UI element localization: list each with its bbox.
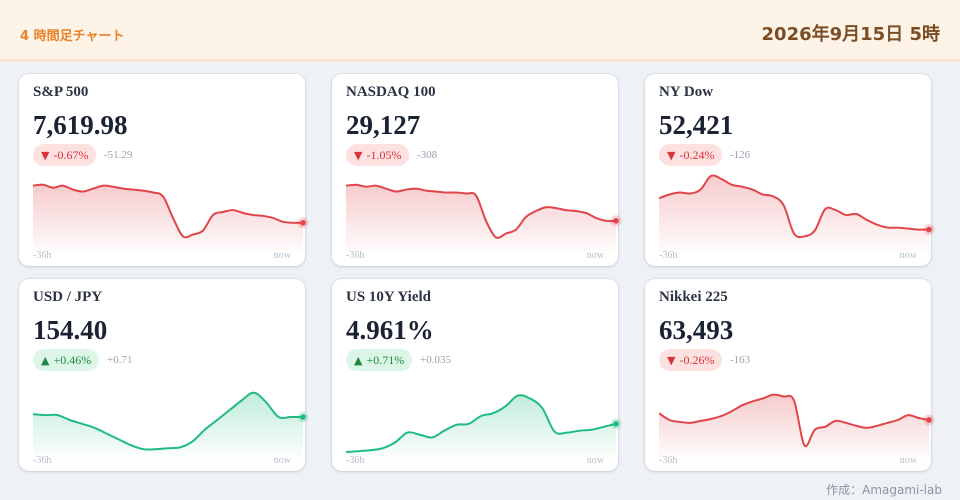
change-badge: ▼ -0.67% bbox=[33, 144, 97, 166]
axis-label-end: now bbox=[273, 250, 291, 261]
axis-label-start: -36h bbox=[33, 455, 52, 466]
ticker-card-sp500[interactable]: S&P 500 7,619.98 ▼ -0.67% -51.29 -36h no… bbox=[19, 74, 309, 266]
timestamp-label: 2026年9月15日 5時 bbox=[761, 24, 940, 45]
down-arrow-icon: ▼ bbox=[41, 148, 50, 162]
axis-label-end: now bbox=[899, 455, 917, 466]
change-absolute: -308 bbox=[417, 149, 438, 161]
change-percent: -0.67% bbox=[53, 147, 89, 162]
sparkline-chart bbox=[346, 183, 622, 252]
sparkline-area bbox=[659, 394, 929, 457]
axis-label-start: -36h bbox=[33, 250, 52, 261]
sparkline-area bbox=[33, 392, 303, 457]
ticker-value: 52,421 bbox=[659, 110, 734, 140]
axis-label-end: now bbox=[586, 455, 604, 466]
down-arrow-icon: ▼ bbox=[667, 148, 676, 162]
change-percent: -0.26% bbox=[679, 352, 715, 367]
ticker-value: 7,619.98 bbox=[33, 110, 128, 140]
ticker-value: 4.961% bbox=[346, 315, 434, 345]
sparkline-line bbox=[659, 393, 930, 448]
change-percent: +0.71% bbox=[366, 352, 405, 367]
last-point-marker bbox=[926, 417, 932, 423]
change-badge: ▲ +0.46% bbox=[33, 349, 100, 371]
last-point-marker bbox=[300, 414, 306, 420]
axis-label-start: -36h bbox=[346, 455, 365, 466]
axis-label-start: -36h bbox=[346, 250, 365, 261]
change-absolute: +0.71 bbox=[107, 354, 133, 366]
last-point-marker bbox=[613, 421, 619, 427]
axis-label-start: -36h bbox=[659, 455, 678, 466]
sparkline-line bbox=[659, 174, 930, 239]
change-absolute: -126 bbox=[730, 149, 751, 161]
axis-label-end: now bbox=[899, 250, 917, 261]
sparkline-area bbox=[659, 175, 929, 252]
ticker-name: Nikkei 225 bbox=[659, 289, 728, 305]
page-title: 4 時間足チャート bbox=[20, 29, 125, 44]
last-point-marker bbox=[300, 219, 306, 226]
last-point-marker bbox=[926, 226, 932, 233]
up-arrow-icon: ▲ bbox=[41, 353, 50, 367]
sparkline-line bbox=[33, 391, 303, 451]
change-percent: +0.46% bbox=[53, 352, 92, 367]
sparkline-area bbox=[346, 184, 616, 252]
ticker-card-usdjpy[interactable]: USD / JPY 154.40 ▲ +0.46% +0.71 -36h now bbox=[19, 279, 309, 471]
sparkline-line bbox=[33, 183, 304, 239]
sparkline-line bbox=[346, 183, 617, 239]
ticker-name: US 10Y Yield bbox=[346, 289, 432, 305]
change-absolute: -163 bbox=[730, 354, 751, 366]
ticker-value: 154.40 bbox=[33, 315, 108, 345]
change-badge: ▲ +0.71% bbox=[346, 349, 413, 371]
sparkline-chart bbox=[659, 174, 935, 252]
sparkline-chart bbox=[33, 391, 309, 457]
ticker-name: USD / JPY bbox=[33, 289, 103, 305]
sparkline-line bbox=[346, 394, 617, 454]
ticker-card-us10y[interactable]: US 10Y Yield 4.961% ▲ +0.71% +0.035 -36h… bbox=[332, 279, 622, 471]
sparkline-area bbox=[346, 395, 616, 457]
ticker-card-nasdaq100[interactable]: NASDAQ 100 29,127 ▼ -1.05% -308 -36h now bbox=[332, 74, 622, 266]
ticker-card-nikkei225[interactable]: Nikkei 225 63,493 ▼ -0.26% -163 -36h now bbox=[645, 279, 935, 471]
down-arrow-icon: ▼ bbox=[667, 353, 676, 367]
sparkline-chart bbox=[659, 393, 935, 457]
ticker-name: NY Dow bbox=[659, 84, 714, 100]
change-absolute: +0.035 bbox=[420, 354, 451, 366]
change-badge: ▼ -0.26% bbox=[659, 349, 723, 371]
axis-label-start: -36h bbox=[659, 250, 678, 261]
sparkline-area bbox=[33, 184, 303, 252]
ticker-value: 29,127 bbox=[346, 110, 421, 140]
change-percent: -1.05% bbox=[366, 147, 402, 162]
change-percent: -0.24% bbox=[679, 147, 715, 162]
credit-label: 作成：Amagami-lab bbox=[826, 483, 942, 497]
ticker-name: S&P 500 bbox=[33, 84, 89, 100]
ticker-name: NASDAQ 100 bbox=[346, 84, 436, 100]
up-arrow-icon: ▲ bbox=[354, 353, 363, 367]
change-absolute: -51.29 bbox=[104, 149, 133, 161]
sparkline-chart bbox=[33, 183, 309, 252]
axis-label-end: now bbox=[586, 250, 604, 261]
last-point-marker bbox=[613, 218, 619, 224]
ticker-value: 63,493 bbox=[659, 315, 734, 345]
page-header: 4 時間足チャート 2026年9月15日 5時 bbox=[0, 0, 960, 62]
change-badge: ▼ -1.05% bbox=[346, 144, 410, 166]
down-arrow-icon: ▼ bbox=[354, 148, 363, 162]
change-badge: ▼ -0.24% bbox=[659, 144, 723, 166]
axis-label-end: now bbox=[273, 455, 291, 466]
sparkline-chart bbox=[346, 394, 622, 457]
ticker-card-nydow[interactable]: NY Dow 52,421 ▼ -0.24% -126 -36h now bbox=[645, 74, 935, 266]
